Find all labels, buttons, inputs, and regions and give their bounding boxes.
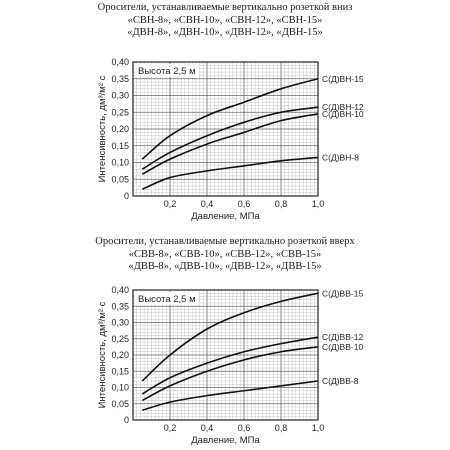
y-tick-label: 0,15 [111, 141, 129, 151]
caption-line: «СВВ-8», «СВВ-10», «СВВ-12», «СВВ-15» [128, 248, 322, 260]
chart-note: Высота 2,5 м [138, 294, 196, 305]
series-label: С(Д)ВН-10 [322, 109, 364, 119]
x-tick-label: 1,0 [312, 199, 325, 209]
series-label: С(Д)ВН-12 [322, 102, 364, 112]
series-label: С(Д)ВВ-8 [322, 376, 359, 386]
x-axis-label: Давление, МПа [191, 435, 260, 446]
x-tick-label: 1,0 [312, 423, 325, 433]
y-tick-label: 0,20 [111, 124, 129, 134]
y-tick-label: 0,15 [111, 366, 129, 376]
caption-line: Оросители, устанавливаемые вертикально р… [95, 236, 355, 247]
chart-caption-bottom: Оросители, устанавливаемые вертикально р… [0, 236, 450, 274]
chart-2: 0 0,05 0,10 0,15 0,20 0,25 0,30 0,35 0,40 0,2 0,4 0… [97, 285, 363, 446]
x-tick-label: 0,6 [238, 199, 251, 209]
y-tick-label: 0,25 [111, 334, 129, 344]
y-tick-label: 0,05 [111, 399, 129, 409]
grid [133, 62, 318, 196]
x-tick-label: 0,8 [275, 423, 288, 433]
x-axis-label: Давление, МПа [191, 211, 260, 222]
y-tick-label: 0,30 [111, 318, 129, 328]
caption-line: «СВН-8», «СВН-10», «СВН-12», «СВН-15» [127, 14, 323, 26]
chart-1: 0 0,05 0,10 0,15 0,20 0,25 0,30 0,35 0,40 0,2 0,4 0… [97, 57, 364, 222]
y-tick-label: 0,10 [111, 158, 129, 168]
series-label: С(Д)ВВ-15 [322, 288, 363, 298]
series-label: С(Д)ВН-15 [322, 74, 364, 84]
y-tick-label: 0,20 [111, 350, 129, 360]
series-line [141, 156, 319, 191]
series-line [141, 106, 319, 170]
grid [133, 290, 318, 420]
x-tick-label: 0,4 [201, 199, 214, 209]
series-label: С(Д)ВН-8 [322, 152, 359, 162]
y-axis-label: Интенсивность, дм³/м² с [97, 301, 108, 408]
y-tick-label: 0,30 [111, 91, 129, 101]
chart-note: Высота 2,5 м [138, 66, 196, 77]
caption-line: «ДВВ-8», «ДВВ-10», «ДВВ-12», «ДВВ-15» [128, 261, 322, 272]
y-tick-label: 0,05 [111, 174, 129, 184]
x-tick-label: 0,6 [238, 423, 251, 433]
note-box [135, 64, 199, 77]
series-label: С(Д)ВВ-10 [322, 342, 363, 352]
plot-frame [132, 289, 319, 421]
x-tick-label: 0,8 [275, 199, 288, 209]
y-tick-label: 0,10 [111, 383, 129, 393]
series-line [141, 336, 319, 395]
series-label: С(Д)ВВ-12 [322, 332, 363, 342]
x-tick-label: 0,4 [201, 423, 214, 433]
caption-line: «ДВН-8», «ДВН-10», «ДВН-12», «ДВН-15» [127, 27, 323, 38]
plot-frame [132, 61, 319, 197]
series-line [141, 77, 319, 160]
series-line [141, 346, 319, 402]
x-tick-label: 0,2 [164, 423, 177, 433]
series-line [141, 292, 319, 382]
y-tick-label: 0 [124, 415, 129, 425]
y-tick-label: 0,40 [111, 57, 129, 67]
caption-line: Оросители, устанавливаемые вертикально р… [97, 2, 353, 13]
x-tick-label: 0,2 [164, 199, 177, 209]
y-tick-label: 0 [124, 191, 129, 201]
y-tick-label: 0,40 [111, 285, 129, 295]
y-tick-label: 0,25 [111, 107, 129, 117]
y-tick-label: 0,35 [111, 74, 129, 84]
series-line [142, 380, 319, 412]
series-line [141, 113, 319, 175]
y-axis-label: Интенсивность, дм³/м² с [97, 75, 108, 182]
chart-caption-top: Оросители, устанавливаемые вертикально р… [0, 2, 450, 40]
note-box [135, 292, 199, 305]
y-tick-label: 0,35 [111, 301, 129, 311]
